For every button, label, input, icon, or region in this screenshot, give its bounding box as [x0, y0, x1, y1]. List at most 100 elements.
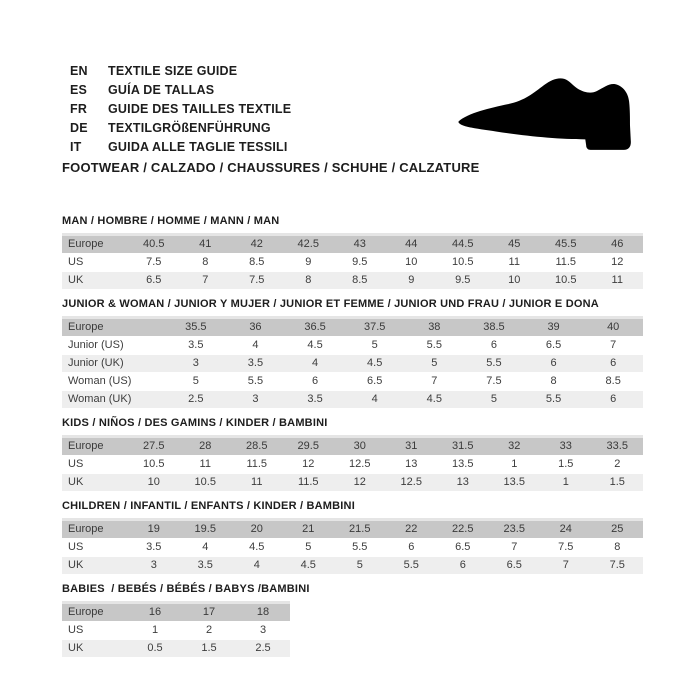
size-cell: 6	[490, 339, 497, 351]
row-label: UK	[68, 476, 84, 488]
size-cell: 5	[305, 541, 312, 553]
size-table: Europe 40.5 41 42 42.5 43 44 44.5 45 45.5 46 US 7.5 8…	[62, 233, 643, 290]
row-label: US	[68, 458, 84, 470]
size-cell: 12	[302, 458, 315, 470]
size-cell: 4	[312, 357, 319, 369]
size-cell: 6.5	[506, 559, 522, 571]
row-label: Europe	[68, 238, 104, 250]
size-cell: 7	[202, 274, 209, 286]
size-table-section: CHILDREN / INFANTIL / ENFANTS / KINDER /…	[62, 500, 643, 575]
size-cell: 46	[611, 238, 624, 250]
table-row: UK 6.5 7 7.5 8 8.5 9 9.5 10 10.5 11	[62, 272, 643, 290]
size-cell: 13	[405, 458, 418, 470]
size-cell: 10	[508, 274, 521, 286]
language-row: ES GUÍA DE TALLAS	[70, 80, 291, 99]
size-cell: 4	[252, 339, 259, 351]
size-cell: 6.5	[367, 375, 383, 387]
size-cell: 10	[147, 476, 160, 488]
category-title: FOOTWEAR / CALZADO / CHAUSSURES / SCHUHE…	[62, 160, 480, 175]
row-label: Europe	[68, 440, 104, 452]
size-cell: 16	[148, 606, 162, 618]
table-header-row: Europe 16 17 18	[62, 604, 290, 622]
size-cell: 8.5	[605, 375, 621, 387]
size-cell: 7	[511, 541, 518, 553]
size-cell: 0.5	[147, 642, 163, 654]
language-label: TEXTILGRÖßENFÜHRUNG	[108, 120, 271, 135]
size-cell: 42	[250, 238, 263, 250]
table-row: US 10.5 11 11.5 12 12.5 13 13.5 1 1.5 2	[62, 456, 643, 474]
size-cell: 6.5	[455, 541, 471, 553]
size-table-title: KIDS / NIÑOS / DES GAMINS / KINDER / BAM…	[62, 417, 328, 429]
size-cell: 40.5	[143, 238, 165, 250]
row-label: US	[68, 624, 84, 636]
size-cell: 43	[353, 238, 366, 250]
size-cell: 6	[408, 541, 415, 553]
language-code: IT	[70, 139, 82, 154]
size-cell: 3	[150, 559, 157, 571]
size-cell: 41	[199, 238, 212, 250]
row-label: Junior (UK)	[68, 357, 124, 369]
size-cell: 21.5	[349, 523, 371, 535]
size-cell: 4.5	[426, 393, 442, 405]
size-cell: 9.5	[455, 274, 471, 286]
table-row: US 1 2 3	[62, 622, 290, 640]
size-cell: 11.5	[555, 256, 577, 268]
size-cell: 2	[614, 458, 621, 470]
size-cell: 3	[192, 357, 199, 369]
size-cell: 13.5	[503, 476, 525, 488]
size-cell: 1	[151, 624, 159, 636]
size-cell: 3.5	[197, 559, 213, 571]
size-cell: 13	[456, 476, 469, 488]
size-cell: 44	[405, 238, 418, 250]
size-cell: 8	[614, 541, 621, 553]
row-label: Europe	[68, 523, 104, 535]
size-cell: 12.5	[400, 476, 422, 488]
size-cell: 5	[371, 339, 378, 351]
size-cell: 6.5	[545, 339, 562, 351]
size-cell: 3	[259, 624, 267, 636]
size-cell: 1.5	[558, 458, 574, 470]
size-table-section: JUNIOR & WOMAN / JUNIOR Y MUJER / JUNIOR…	[62, 298, 643, 409]
size-cell: 30	[353, 440, 366, 452]
size-cell: 6	[312, 375, 319, 387]
size-cell: 2.5	[255, 642, 271, 654]
size-cell: 3.5	[247, 357, 264, 369]
size-cell: 4.5	[300, 559, 316, 571]
language-label: GUIDA ALLE TAGLIE TESSILI	[108, 139, 288, 154]
size-cell: 23.5	[503, 523, 525, 535]
size-cell: 33.5	[606, 440, 628, 452]
table-row: US 3.5 4 4.5 5 5.5 6 6.5 7 7.5 8	[62, 539, 643, 557]
language-code: DE	[70, 120, 88, 135]
size-cell: 25	[611, 523, 624, 535]
size-cell: 7.5	[249, 274, 265, 286]
size-cell: 6.5	[146, 274, 162, 286]
size-cell: 10	[405, 256, 418, 268]
size-cell: 21	[302, 523, 315, 535]
size-cell: 5.5	[486, 357, 502, 369]
size-cell: 5	[431, 357, 438, 369]
size-cell: 29.5	[297, 440, 319, 452]
size-cell: 5.5	[426, 339, 442, 351]
size-cell: 19	[147, 523, 160, 535]
size-cell: 19.5	[194, 523, 216, 535]
size-cell: 36.5	[304, 321, 326, 333]
size-cell: 9	[408, 274, 415, 286]
size-cell: 22.5	[452, 523, 474, 535]
size-cell: 11	[199, 458, 211, 470]
size-cell: 9.5	[352, 256, 368, 268]
row-label: Europe	[68, 606, 104, 618]
table-row: Woman (US) 5 5.5 6 6.5 7 7.5 8 8.5	[62, 373, 643, 391]
table-header-row: Europe 40.5 41 42 42.5 43 44 44.5 45 45.5 46	[62, 236, 643, 254]
size-table-section: KIDS / NIÑOS / DES GAMINS / KINDER / BAM…	[62, 417, 643, 492]
size-cell: 5.5	[545, 393, 562, 405]
size-cell: 7.5	[558, 541, 574, 553]
size-cell: 10.5	[143, 458, 165, 470]
size-cell: 3	[252, 393, 259, 405]
size-cell: 44.5	[452, 238, 474, 250]
size-cell: 9	[305, 256, 312, 268]
size-cell: 7.5	[486, 375, 502, 387]
size-cell: 11	[251, 476, 263, 488]
table-row: US 7.5 8 8.5 9 9.5 10 10.5 11 11.5 12	[62, 254, 643, 272]
row-label: Woman (US)	[68, 375, 132, 387]
